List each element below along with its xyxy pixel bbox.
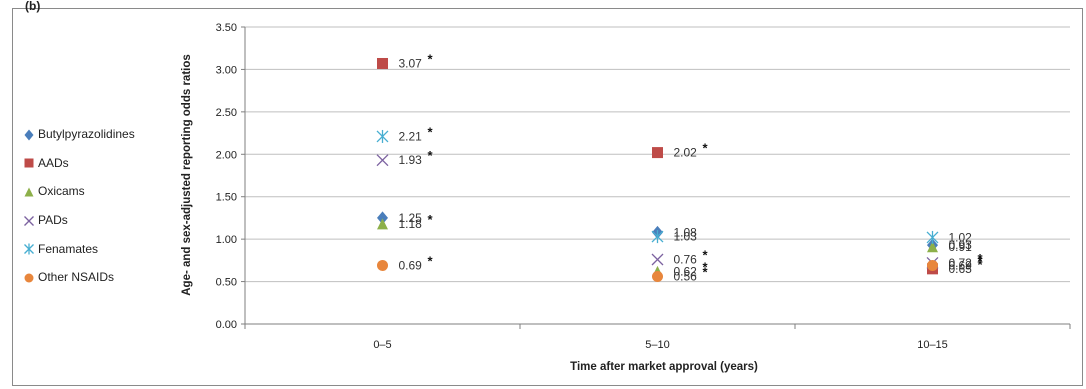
- legend-item: AADs: [22, 149, 135, 178]
- data-label: 1.08: [674, 225, 698, 239]
- y-tick-label: 0.00: [216, 319, 237, 331]
- significance-star: *: [428, 212, 434, 227]
- data-label: 2.21: [399, 129, 423, 143]
- data-label: 1.03: [674, 230, 698, 244]
- data-label: 0.76: [674, 253, 698, 267]
- axes: 0.00 0.50 1.00 1.50 2.00 2.50 3.00 3.50 0–5 5–10 1…: [216, 22, 1071, 351]
- y-tick-label: 2.00: [216, 149, 237, 161]
- legend-item: PADs: [22, 206, 135, 235]
- legend-label: Butylpyrazolidines: [38, 127, 135, 142]
- data-point-pads: [651, 253, 664, 266]
- significance-star: *: [703, 264, 709, 279]
- data-label: 2.02: [674, 146, 698, 160]
- legend-label: PADs: [38, 213, 68, 228]
- x-axis-title: Time after market approval (years): [570, 361, 758, 373]
- panel-label: (b): [25, 0, 41, 13]
- legend-marker-circle-icon: [24, 273, 34, 283]
- significance-star: *: [703, 141, 709, 156]
- significance-star: *: [703, 259, 709, 274]
- y-tick-label: 1.50: [216, 192, 237, 204]
- data-point-fenamates: [651, 230, 664, 244]
- legend-marker-shape: [24, 129, 34, 141]
- data-point-pads: [376, 154, 389, 167]
- significance-star: *: [978, 257, 984, 272]
- legend-marker-shape: [24, 158, 34, 168]
- significance-star: *: [978, 251, 984, 266]
- legend-marker-shape: [24, 273, 34, 283]
- legend-marker-square-icon: [24, 158, 34, 168]
- legend-item: Oxicams: [22, 177, 135, 206]
- data-label: 0.56: [674, 269, 698, 283]
- data-point-pads-stroke: [651, 253, 664, 266]
- legend-item: Fenamates: [22, 234, 135, 263]
- x-tick-label: 5–10: [645, 339, 669, 351]
- data-label: 0.69: [399, 258, 423, 272]
- significance-star: *: [428, 51, 434, 66]
- y-tick-label: 1.00: [216, 234, 237, 246]
- data-point-pads-stroke: [376, 154, 389, 167]
- data-label: 3.07: [399, 56, 423, 70]
- legend-item: Other NSAIDs: [22, 263, 135, 292]
- legend: Butylpyrazolidines AADs Oxicams PADs Fenamat…: [22, 120, 135, 292]
- data-point-other-nsaids: [927, 259, 938, 271]
- y-tick-label: 2.50: [216, 107, 237, 119]
- significance-star: *: [703, 248, 709, 263]
- data-label: 1.02: [949, 230, 973, 244]
- significance-star: *: [428, 124, 434, 139]
- legend-marker-diamond-icon: [24, 129, 34, 141]
- y-tick-label: 0.50: [216, 277, 237, 289]
- data-point-aads: [652, 147, 663, 159]
- data-point-oxicams: [927, 241, 938, 253]
- data-point-oxicams: [377, 218, 388, 230]
- chart-frame: (b): [12, 0, 1083, 386]
- legend-marker-asterisk-icon: [24, 243, 34, 255]
- data-label: 1.25: [399, 211, 423, 225]
- legend-label: Oxicams: [38, 184, 85, 199]
- data-label: 0.91: [949, 240, 973, 254]
- data-label: 0.65: [949, 262, 973, 276]
- data-label: 1.93: [399, 153, 423, 167]
- legend-marker-shape-stroke: [24, 215, 34, 226]
- x-tick-label: 0–5: [373, 339, 391, 351]
- data-label: 0.72: [949, 256, 973, 270]
- legend-item: Butylpyrazolidines: [22, 120, 135, 149]
- legend-marker-x-icon: [24, 215, 34, 226]
- significance-star: *: [428, 253, 434, 268]
- data-point-aads: [377, 57, 388, 69]
- y-tick-label: 3.00: [216, 64, 237, 76]
- data-point-other-nsaids: [377, 259, 388, 271]
- y-tick-label: 3.50: [216, 22, 237, 34]
- data-point-butylpyrazolidines: [377, 211, 388, 225]
- data-label: 0.62: [674, 264, 698, 278]
- legend-label: Other NSAIDs: [38, 270, 115, 285]
- legend-marker-shape: [24, 215, 34, 226]
- x-tick-label: 10–15: [917, 339, 948, 351]
- legend-marker-triangle-icon: [24, 187, 34, 197]
- significance-star: *: [978, 253, 984, 268]
- data-point-other-nsaids: [652, 270, 663, 282]
- legend-label: Fenamates: [38, 241, 99, 256]
- y-axis-title: Age- and sex-adjusted reporting odds rat…: [181, 54, 193, 296]
- data-points: 1.25 1.08 0.93 3.07 * 2.02 * 0.65 * 1.18 * 0.62 * 0.9…: [376, 51, 984, 283]
- data-point-fenamates: [376, 129, 389, 143]
- data-label: 0.69: [949, 258, 973, 272]
- legend-marker-shape: [24, 243, 34, 255]
- legend-marker-shape: [24, 187, 34, 197]
- data-point-fenamates: [926, 230, 939, 244]
- data-label: 1.18: [399, 217, 423, 231]
- legend-label: AADs: [38, 155, 69, 170]
- data-label: 0.93: [949, 238, 973, 252]
- significance-star: *: [428, 148, 434, 163]
